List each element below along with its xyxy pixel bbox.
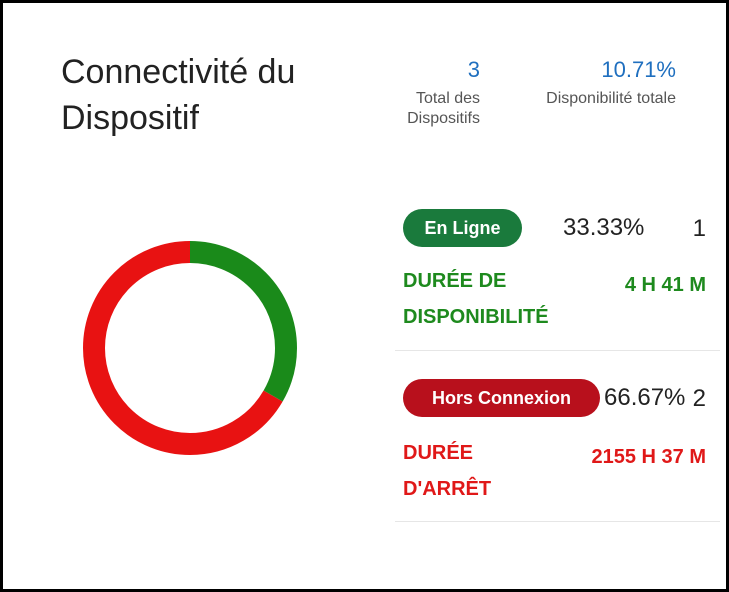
connectivity-donut-chart xyxy=(83,241,297,455)
downtime-value: 2155 H 37 M xyxy=(591,446,706,468)
card-title: Connectivité du Dispositif xyxy=(61,53,296,137)
uptime-value: 4 H 41 M xyxy=(624,274,706,296)
total-devices-stat: 3 Total des Dispositifs xyxy=(340,57,480,129)
availability-stat: 10.71% Disponibilité totale xyxy=(516,57,676,109)
online-count: 1 xyxy=(692,215,706,242)
divider xyxy=(395,350,720,351)
offline-badge[interactable]: Hors Connexion xyxy=(403,379,600,417)
availability-value: 10.71% xyxy=(601,57,676,82)
total-devices-label: Total des Dispositifs xyxy=(407,90,480,127)
downtime-label: DURÉE D'ARRÊT xyxy=(403,442,492,500)
divider xyxy=(395,521,720,522)
online-segment xyxy=(83,241,297,455)
uptime-label: DURÉE DE DISPONIBILITÉ xyxy=(403,270,549,328)
online-badge[interactable]: En Ligne xyxy=(403,209,522,247)
offline-percent: 66.67% xyxy=(604,384,686,411)
offline-count: 2 xyxy=(692,385,706,412)
availability-label: Disponibilité totale xyxy=(546,90,676,107)
online-percent: 33.33% xyxy=(563,214,645,241)
total-devices-value: 3 xyxy=(467,57,480,82)
